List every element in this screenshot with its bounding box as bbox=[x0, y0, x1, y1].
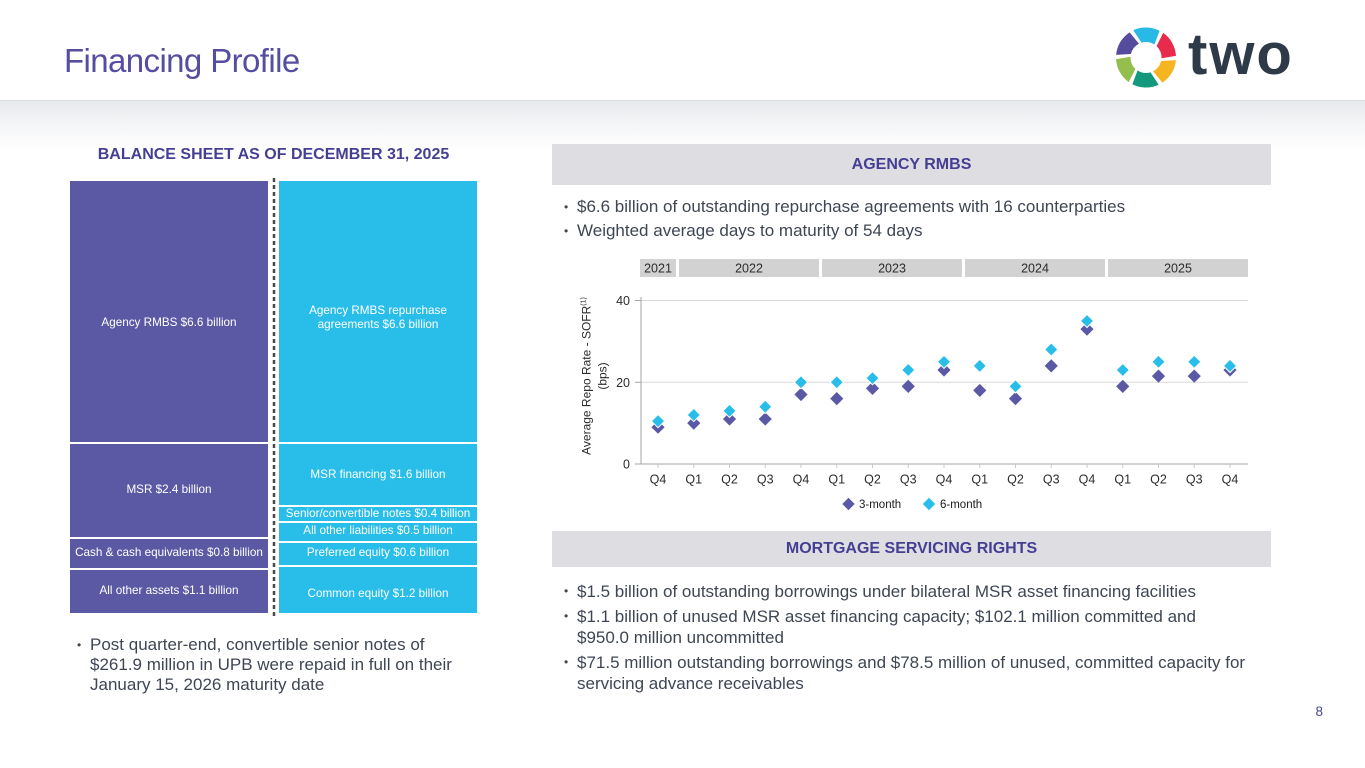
svg-text:Q1: Q1 bbox=[828, 473, 845, 487]
svg-text:Q4: Q4 bbox=[793, 473, 810, 487]
svg-text:2025: 2025 bbox=[1164, 262, 1192, 276]
svg-text:2024: 2024 bbox=[1021, 262, 1049, 276]
svg-text:Q4: Q4 bbox=[650, 473, 667, 487]
svg-text:Q2: Q2 bbox=[721, 473, 738, 487]
svg-text:Average Repo Rate - SOFR(1): Average Repo Rate - SOFR(1) bbox=[580, 297, 594, 455]
svg-text:Q2: Q2 bbox=[1007, 473, 1024, 487]
svg-text:Q2: Q2 bbox=[864, 473, 881, 487]
svg-text:20: 20 bbox=[616, 376, 630, 390]
svg-text:Q4: Q4 bbox=[936, 473, 953, 487]
svg-text:Q3: Q3 bbox=[900, 473, 917, 487]
svg-text:2021: 2021 bbox=[644, 262, 672, 276]
svg-text:2023: 2023 bbox=[878, 262, 906, 276]
svg-text:Q3: Q3 bbox=[1043, 473, 1060, 487]
svg-text:3-month: 3-month bbox=[859, 499, 901, 511]
svg-text:6-month: 6-month bbox=[940, 499, 982, 511]
svg-text:Q3: Q3 bbox=[1186, 473, 1203, 487]
svg-text:Q1: Q1 bbox=[1114, 473, 1131, 487]
svg-text:40: 40 bbox=[616, 294, 630, 308]
svg-text:2022: 2022 bbox=[735, 262, 763, 276]
svg-text:Q4: Q4 bbox=[1222, 473, 1239, 487]
svg-text:two: two bbox=[1188, 22, 1294, 87]
svg-text:(bps): (bps) bbox=[596, 362, 610, 389]
svg-text:Q4: Q4 bbox=[1079, 473, 1096, 487]
svg-text:Q2: Q2 bbox=[1150, 473, 1167, 487]
svg-text:Q1: Q1 bbox=[971, 473, 988, 487]
svg-text:Q3: Q3 bbox=[757, 473, 774, 487]
svg-text:Q1: Q1 bbox=[685, 473, 702, 487]
svg-text:0: 0 bbox=[623, 458, 630, 472]
